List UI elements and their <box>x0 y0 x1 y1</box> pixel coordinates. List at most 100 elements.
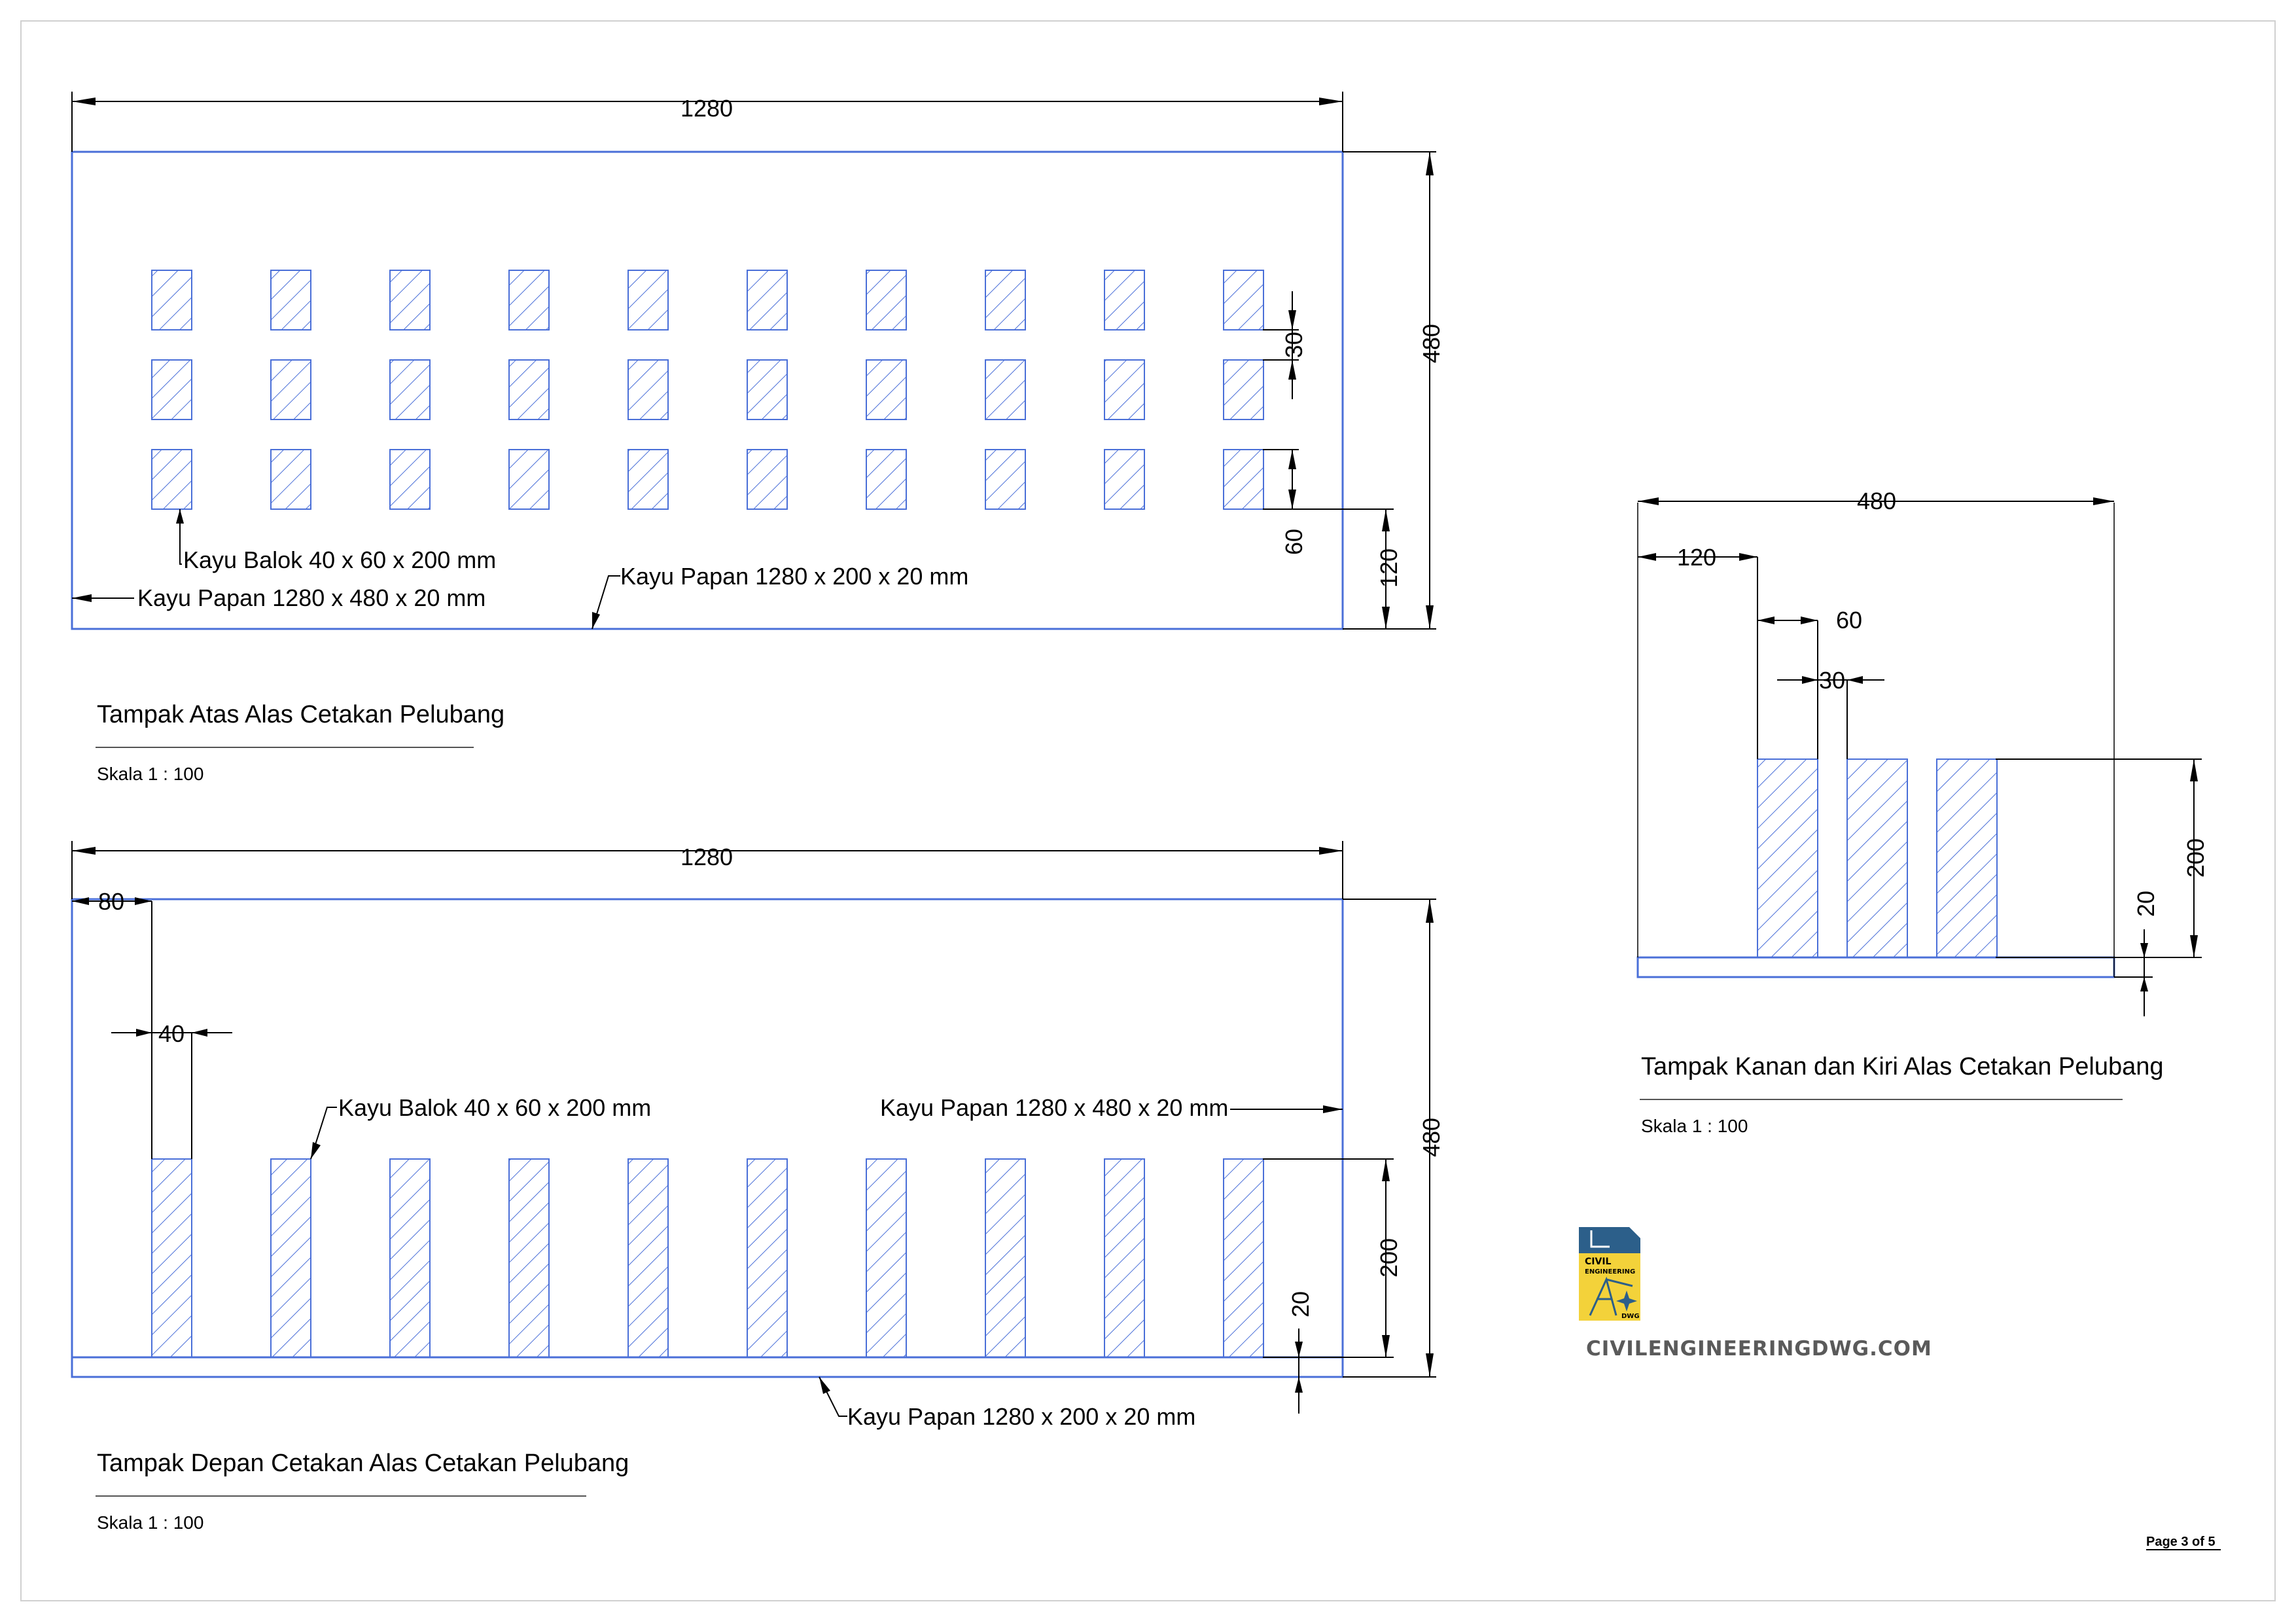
top-leader-balok <box>176 509 184 565</box>
balok-block <box>389 359 431 420</box>
side-offset-dimension <box>1638 553 1758 759</box>
logo-site-text: CIVILENGINEERINGDWG.COM <box>1586 1337 1932 1361</box>
top-view: 1280 480 120 30 <box>71 92 1445 784</box>
front-height-dimension <box>1343 899 1436 1378</box>
balok-block <box>985 1158 1026 1358</box>
logo-fold-icon <box>1629 1227 1640 1238</box>
front-label-papan-alas: Kayu Papan 1280 x 480 x 20 mm <box>880 1094 1228 1121</box>
balok-block <box>985 449 1026 510</box>
top-view-outline <box>71 151 1344 630</box>
side-offset-label: 120 <box>1677 544 1716 571</box>
balok-block <box>747 449 788 510</box>
top-width-dimension <box>71 92 1343 152</box>
front-block-width-dimension <box>111 1029 232 1159</box>
balok-block <box>985 270 1026 330</box>
logo-line-civil: CIVIL <box>1585 1257 1612 1267</box>
balok-block <box>866 270 907 330</box>
balok-block <box>747 359 788 420</box>
balok-block <box>389 449 431 510</box>
balok-block <box>627 1158 669 1358</box>
logo-compass-icon <box>1616 1291 1637 1311</box>
balok-block <box>1104 270 1145 330</box>
balok-block <box>508 359 550 420</box>
side-height-dimension <box>1996 758 2202 958</box>
front-block-height-dimension <box>1263 1158 1394 1358</box>
balok-block <box>151 270 192 330</box>
top-gap-label: 30 <box>1280 332 1307 358</box>
front-leader-papan-alas <box>1230 1105 1343 1113</box>
front-offset-dimension <box>72 897 152 1159</box>
side-view-title: Tampak Kanan dan Kiri Alas Cetakan Pelub… <box>1641 1053 2164 1080</box>
top-gap-dimension <box>1263 291 1299 399</box>
front-base-dimension <box>1295 1329 1303 1414</box>
top-width-label: 1280 <box>680 95 733 122</box>
top-block-dimension <box>1263 449 1299 509</box>
balok-block <box>866 1158 907 1358</box>
front-offset-label: 80 <box>98 888 124 915</box>
side-height-label: 200 <box>2182 838 2209 878</box>
top-view-title: Tampak Atas Alas Cetakan Pelubang <box>97 701 504 728</box>
side-width-label: 480 <box>1857 488 1896 514</box>
side-block-dimension <box>1757 616 1818 759</box>
side-base-dimension <box>2114 929 2153 1016</box>
balok-block <box>151 449 192 510</box>
top-height-label: 480 <box>1418 324 1445 363</box>
side-gap-label: 30 <box>1819 667 1845 694</box>
balok-block <box>389 270 431 330</box>
balok-block <box>1223 270 1264 330</box>
top-label-balok: Kayu Balok 40 x 60 x 200 mm <box>183 546 496 573</box>
balok-block <box>1223 449 1264 510</box>
top-leader-papan-alas <box>72 594 134 602</box>
balok-block <box>389 1158 431 1358</box>
logo-line-dwg: DWG <box>1621 1313 1640 1320</box>
balok-block <box>627 449 669 510</box>
balok-block <box>508 449 550 510</box>
front-height-label: 480 <box>1418 1118 1445 1157</box>
front-view-outline <box>71 898 1344 1378</box>
top-leader-papan-sisi <box>592 575 620 630</box>
side-view-scale: Skala 1 : 100 <box>1641 1116 1748 1136</box>
balok-block <box>270 1158 311 1358</box>
balok-block <box>508 1158 550 1358</box>
front-base-label: 20 <box>1287 1291 1314 1317</box>
front-block-height-label: 200 <box>1375 1238 1402 1277</box>
front-label-papan-sisi: Kayu Papan 1280 x 200 x 20 mm <box>847 1403 1195 1430</box>
side-view-base-board <box>1636 956 2115 978</box>
side-view: 480 120 60 30 <box>1636 488 2209 1136</box>
balok-block <box>627 270 669 330</box>
balok-block <box>270 270 311 330</box>
side-view-blocks <box>1757 758 1998 958</box>
side-width-dimension <box>1638 497 2114 505</box>
top-edge-dimension <box>1263 508 1394 629</box>
top-height-dimension <box>1343 151 1436 630</box>
front-leader-papan-sisi <box>819 1376 847 1417</box>
front-view-title: Tampak Depan Cetakan Alas Cetakan Peluba… <box>97 1450 629 1477</box>
front-block-width-label: 40 <box>158 1020 185 1047</box>
balok-block <box>151 1158 192 1358</box>
top-edge-label: 120 <box>1375 548 1402 588</box>
sheet-border <box>20 20 2276 1601</box>
balok-block <box>866 359 907 420</box>
balok-block <box>866 449 907 510</box>
balok-block <box>270 359 311 420</box>
balok-block <box>508 270 550 330</box>
front-label-balok: Kayu Balok 40 x 60 x 200 mm <box>338 1094 651 1121</box>
page-number: Page 3 of 5 <box>2146 1535 2216 1549</box>
top-label-papan-sisi: Kayu Papan 1280 x 200 x 20 mm <box>620 563 968 590</box>
balok-block <box>1104 449 1145 510</box>
front-width-label: 1280 <box>680 844 733 870</box>
balok-block <box>270 449 311 510</box>
front-leader-balok <box>310 1107 337 1160</box>
balok-block <box>1223 359 1264 420</box>
side-block-label: 60 <box>1836 607 1862 633</box>
balok-block <box>1757 758 1818 958</box>
top-block-label: 60 <box>1280 529 1307 555</box>
balok-block <box>627 359 669 420</box>
balok-block <box>747 1158 788 1358</box>
balok-block <box>1104 359 1145 420</box>
front-view-blocks <box>151 1158 1264 1358</box>
balok-block <box>1846 758 1908 958</box>
balok-block <box>151 359 192 420</box>
top-view-blocks <box>151 270 1264 510</box>
